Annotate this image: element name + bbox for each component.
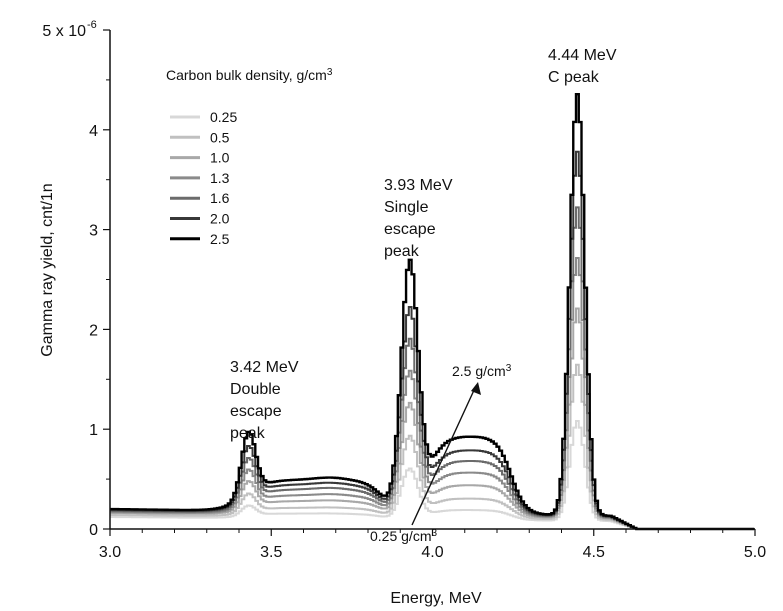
y-tick-label: 0 — [89, 522, 98, 539]
legend-entry: 2.5 — [210, 231, 230, 247]
annotation-double-line1: Double — [230, 381, 281, 398]
legend-title-sup: 3 — [327, 67, 333, 78]
series-curves — [110, 93, 755, 531]
annotation-double-line2: escape — [230, 403, 282, 420]
legend-title: Carbon bulk density, g/cm3 — [166, 67, 333, 84]
y-tick-label: 2 — [89, 322, 98, 339]
tick-labels: 3.0 3.5 4.0 4.5 5.0 0 1 2 3 4 5 x 10 -6 — [42, 19, 766, 561]
x-axis-label: Energy, MeV — [390, 590, 482, 607]
legend-entry: 0.5 — [210, 129, 230, 145]
annotation-c-peak-label: C peak — [548, 69, 600, 86]
annotation-single-line2: escape — [384, 221, 436, 238]
series-line-2-0 — [110, 150, 755, 530]
y-tick-label: 4 — [89, 123, 98, 140]
y-axis-exponent: -6 — [87, 19, 97, 31]
legend-entry: 0.25 — [210, 109, 237, 125]
annotation-arrow-top-text: 2.5 g/cm — [452, 363, 506, 379]
annotation-single-line3: peak — [384, 243, 420, 260]
annotation-arrow-top-sup: 3 — [506, 363, 512, 374]
annotation-single-energy: 3.93 MeV — [384, 177, 453, 194]
density-arrow — [411, 387, 476, 526]
series-line-0-5 — [110, 363, 755, 530]
x-tick-label: 3.0 — [99, 544, 121, 561]
y-axis-label: Gamma ray yield, cnt/1n — [39, 183, 56, 356]
series-line-1-3 — [110, 256, 755, 530]
annotation-arrow-bottom-sup: 3 — [431, 528, 437, 539]
series-line-1-0 — [110, 307, 755, 530]
x-tick-label: 4.0 — [421, 544, 443, 561]
series-line-0-25 — [110, 420, 755, 530]
x-tick-label: 5.0 — [744, 544, 766, 561]
legend-entry: 1.6 — [210, 190, 230, 206]
annotation-double-energy: 3.42 MeV — [230, 359, 299, 376]
legend: Carbon bulk density, g/cm3 0.25 0.5 1.0 1.3 1… — [166, 67, 333, 247]
annotation-arrow-bottom-text: 0.25 g/cm — [370, 528, 431, 544]
legend-entry: 1.0 — [210, 150, 230, 166]
legend-entry: 2.0 — [210, 211, 230, 227]
density-arrowhead-icon — [471, 382, 481, 395]
annotation-c-peak-energy: 4.44 MeV — [548, 47, 617, 64]
annotation-arrow-top: 2.5 g/cm3 — [452, 363, 512, 380]
legend-title-text: Carbon bulk density, g/cm — [166, 67, 327, 83]
y-tick-label: 1 — [89, 422, 98, 439]
legend-entry: 1.3 — [210, 170, 230, 186]
y-tick-label: 3 — [89, 223, 98, 240]
annotation-double-line3: peak — [230, 425, 266, 442]
series-line-2-5 — [110, 93, 755, 531]
annotation-arrow-bottom: 0.25 g/cm3 — [370, 528, 437, 545]
x-tick-label: 3.5 — [260, 544, 282, 561]
y-tick-label: 5 x 10 — [42, 23, 86, 40]
annotation-single-line1: Single — [384, 199, 429, 216]
x-tick-label: 4.5 — [583, 544, 605, 561]
